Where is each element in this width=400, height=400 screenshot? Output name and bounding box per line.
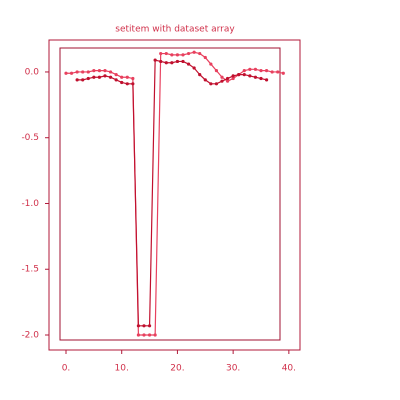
point xyxy=(147,324,152,328)
series-line xyxy=(77,59,267,327)
x-tick-label: 10. xyxy=(115,364,129,374)
point xyxy=(181,53,185,57)
point xyxy=(225,79,230,83)
point xyxy=(125,82,129,86)
point xyxy=(153,333,157,337)
series-line xyxy=(65,51,284,336)
point xyxy=(253,75,258,79)
point xyxy=(264,78,269,82)
point xyxy=(170,53,174,57)
x-tick-label: 40. xyxy=(282,364,296,374)
x-tick-label: 20. xyxy=(170,364,184,374)
point xyxy=(248,67,252,71)
point xyxy=(136,324,141,328)
point xyxy=(259,69,263,73)
point xyxy=(225,76,230,81)
point xyxy=(264,69,269,73)
point xyxy=(108,70,113,74)
point xyxy=(131,82,135,86)
point xyxy=(108,75,113,79)
point xyxy=(186,51,191,56)
point xyxy=(209,82,213,86)
point xyxy=(164,51,168,56)
point xyxy=(198,72,202,77)
y-tick-label: -0.5 xyxy=(21,133,39,143)
point xyxy=(231,74,235,78)
point xyxy=(259,76,263,81)
point xyxy=(270,70,274,74)
point xyxy=(103,69,107,73)
point xyxy=(242,72,246,77)
point xyxy=(103,74,107,78)
point xyxy=(192,50,196,54)
point xyxy=(192,66,196,70)
point xyxy=(276,70,280,74)
point xyxy=(237,72,241,77)
point xyxy=(131,76,135,81)
point xyxy=(86,76,90,81)
point xyxy=(186,62,191,66)
point xyxy=(114,72,118,77)
point xyxy=(147,333,152,337)
point xyxy=(159,59,163,64)
point xyxy=(159,51,163,56)
point xyxy=(64,71,68,75)
point xyxy=(175,53,180,57)
point xyxy=(181,59,185,64)
point xyxy=(81,70,85,74)
point xyxy=(203,78,207,82)
point xyxy=(214,69,219,73)
point xyxy=(281,71,285,75)
inner-frame xyxy=(59,47,281,341)
y-tick-label: -1.5 xyxy=(21,265,39,275)
point xyxy=(175,59,180,64)
point xyxy=(220,75,224,79)
x-tick-label: 30. xyxy=(226,364,240,374)
axes-frame xyxy=(48,39,301,351)
point xyxy=(214,82,219,86)
point xyxy=(92,75,96,79)
point xyxy=(81,78,85,82)
point xyxy=(153,58,157,62)
point xyxy=(97,75,102,79)
y-tick-label: -2.0 xyxy=(21,331,39,341)
point xyxy=(242,69,246,73)
point xyxy=(125,75,129,79)
point xyxy=(164,61,168,65)
point xyxy=(203,55,207,60)
point xyxy=(97,69,102,73)
point xyxy=(220,79,224,83)
point xyxy=(92,69,96,73)
x-tick-label: 0. xyxy=(62,364,71,374)
point xyxy=(75,70,79,74)
point xyxy=(248,74,252,78)
point xyxy=(86,70,90,74)
point xyxy=(69,71,74,75)
point xyxy=(231,76,235,81)
y-tick-label: 0.0 xyxy=(25,67,40,77)
point xyxy=(120,80,124,85)
point xyxy=(142,333,146,337)
point xyxy=(142,324,146,328)
point xyxy=(198,51,202,56)
point xyxy=(253,67,258,71)
point xyxy=(170,61,174,65)
point xyxy=(209,62,213,66)
point xyxy=(114,78,118,82)
point xyxy=(75,78,79,82)
point xyxy=(120,75,124,79)
point xyxy=(136,333,141,337)
y-tick-label: -1.0 xyxy=(21,199,39,209)
chart-title: setitem with dataset array xyxy=(115,25,235,35)
